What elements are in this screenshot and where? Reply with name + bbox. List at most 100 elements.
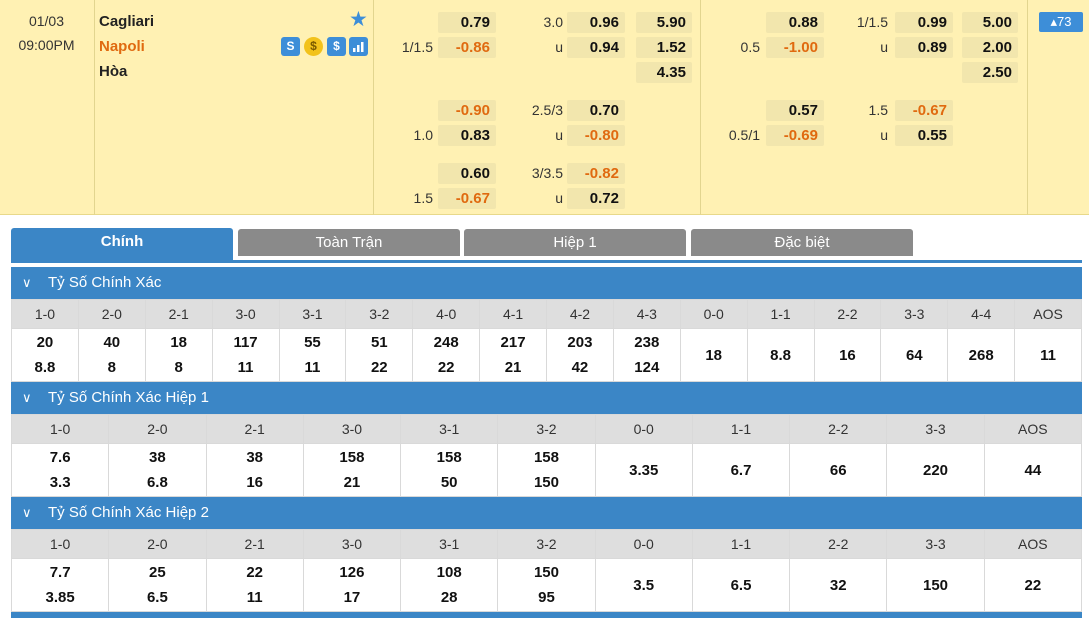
odd-cell[interactable]: 0.79 [438, 12, 496, 33]
divider [373, 0, 374, 215]
odd-cell[interactable]: 217 21 [479, 328, 547, 382]
odd-cell[interactable]: 0.70 [567, 100, 625, 121]
odd-cell[interactable]: 5.00 [962, 12, 1018, 33]
score-header: 3-2 [497, 414, 596, 444]
odd-cell[interactable]: 32 [789, 558, 888, 612]
odd-cell[interactable]: 0.55 [895, 125, 953, 146]
odd-cell[interactable]: -0.80 [567, 125, 625, 146]
odd-cell[interactable]: 268 [947, 328, 1016, 382]
odd-cell[interactable]: 117 11 [211, 328, 280, 382]
odd-value: 7.7 [49, 564, 71, 581]
odd-value: 22 [370, 359, 388, 376]
odd-cell[interactable]: 11 [1014, 328, 1082, 382]
odd-cell[interactable]: 2.00 [962, 37, 1018, 58]
odd-cell[interactable]: 51 22 [345, 328, 414, 382]
stats-s-icon[interactable]: S [281, 37, 300, 56]
odd-cell[interactable]: 0.88 [766, 12, 824, 33]
odd-cell[interactable]: 238 124 [612, 328, 681, 382]
odd-cell[interactable]: -0.67 [895, 100, 953, 121]
odd-cell[interactable]: 7.7 3.85 [10, 558, 110, 612]
odd-cell[interactable]: 126 17 [302, 558, 402, 612]
odd-cell[interactable]: 44 [983, 443, 1083, 497]
odd-cell[interactable]: 6.5 [691, 558, 791, 612]
odd-cell[interactable]: 158 50 [400, 443, 499, 497]
odd-cell[interactable]: -0.86 [438, 37, 496, 58]
score-header: 2-2 [813, 299, 882, 329]
odd-cell[interactable]: 38 6.8 [108, 443, 207, 497]
odd-cell[interactable]: 0.57 [766, 100, 824, 121]
score-header: 3-3 [880, 299, 949, 329]
section-title: Tỷ Số Chính Xác Hiệp 1 [48, 389, 209, 406]
more-markets-button[interactable]: ▴73 [1039, 12, 1083, 32]
odd-cell[interactable]: 108 28 [400, 558, 499, 612]
odd-value: 21 [343, 474, 361, 491]
match-time: 09:00PM [18, 37, 75, 53]
odd-cell[interactable]: 1.52 [636, 37, 692, 58]
bar-chart-icon[interactable] [349, 37, 368, 56]
home-team[interactable]: Cagliari [99, 13, 155, 30]
section-header[interactable]: ∨ Tỷ Số Chính Xác Hiệp 1 [11, 382, 1082, 414]
odd-cell[interactable]: 158 150 [497, 443, 596, 497]
odd-cell[interactable]: 220 [886, 443, 985, 497]
tab-hiep-1[interactable]: Hiệp 1 [464, 229, 686, 256]
tab-chinh[interactable]: Chính [11, 228, 233, 262]
score-header: 3-2 [497, 529, 596, 559]
odd-cell[interactable]: 150 95 [497, 558, 596, 612]
odd-cell[interactable]: 38 16 [205, 443, 304, 497]
odd-cell[interactable]: 158 21 [302, 443, 402, 497]
odd-cell[interactable]: -0.67 [438, 188, 496, 209]
odd-cell[interactable]: 64 [880, 328, 949, 382]
odd-cell[interactable]: 2.50 [962, 62, 1018, 83]
handicap-line: 1.5 [413, 190, 433, 206]
odd-cell[interactable]: 7.6 3.3 [10, 443, 110, 497]
odd-value: 8 [174, 359, 183, 376]
odd-cell[interactable]: 4.35 [636, 62, 692, 83]
odd-cell[interactable]: 40 8 [77, 328, 146, 382]
odd-cell[interactable]: -0.82 [567, 163, 625, 184]
odd-cell[interactable]: 5.90 [636, 12, 692, 33]
odd-cell[interactable]: -0.90 [438, 100, 496, 121]
away-team[interactable]: Napoli [99, 38, 145, 55]
odd-cell[interactable]: 248 22 [412, 328, 481, 382]
section-header[interactable]: ∨ Tỷ Số Chính Xác [11, 267, 1082, 299]
section-title: Tỷ Số Chính Xác Hiệp 2 [48, 504, 209, 521]
odd-cell[interactable]: 18 8 [144, 328, 213, 382]
odd-cell[interactable]: 22 [983, 558, 1083, 612]
odd-value: 7.6 [49, 449, 71, 466]
odd-cell[interactable]: 0.96 [567, 12, 625, 33]
odd-cell[interactable]: 0.72 [567, 188, 625, 209]
odd-cell[interactable]: 6.7 [691, 443, 791, 497]
favorite-star-icon[interactable]: ★ [349, 8, 368, 31]
table-header-row: 1-0 2-0 2-1 3-0 3-1 3-2 0-0 1-1 2-2 3-3 AOS [10, 529, 1083, 559]
odd-cell[interactable]: 203 42 [546, 328, 614, 382]
section-header[interactable]: ∨ Tỷ Số Chính Xác Hiệp 2 [11, 497, 1082, 529]
score-header: 2-2 [789, 414, 888, 444]
coin-icon[interactable]: $ [304, 37, 323, 56]
tab-toan-tran[interactable]: Toàn Trận [238, 229, 460, 256]
under-label: u [555, 39, 563, 55]
odd-cell[interactable]: 0.94 [567, 37, 625, 58]
odd-cell[interactable]: 20 8.8 [11, 328, 79, 382]
odd-cell[interactable]: 0.99 [895, 12, 953, 33]
odd-cell[interactable]: 22 11 [205, 558, 304, 612]
score-header: 2-2 [789, 529, 888, 559]
handicap-line: 1/1.5 [401, 39, 433, 55]
tab-dac-biet[interactable]: Đặc biệt [691, 229, 913, 256]
odd-cell[interactable]: 150 [886, 558, 985, 612]
odd-cell[interactable]: 25 6.5 [108, 558, 207, 612]
odd-cell[interactable]: 0.89 [895, 37, 953, 58]
dollar-icon[interactable]: $ [327, 37, 346, 56]
odd-cell[interactable]: 3.5 [594, 558, 693, 612]
odd-cell[interactable]: -1.00 [766, 37, 824, 58]
odd-cell[interactable]: 0.83 [438, 125, 496, 146]
odd-cell[interactable]: 55 11 [278, 328, 347, 382]
odd-value: 6.5 [146, 589, 168, 606]
odd-cell[interactable]: 3.35 [594, 443, 693, 497]
odd-cell[interactable]: 0.60 [438, 163, 496, 184]
odd-cell[interactable]: 18 [679, 328, 748, 382]
odd-cell[interactable]: 66 [789, 443, 888, 497]
odd-cell[interactable]: 8.8 [746, 328, 815, 382]
odd-cell[interactable]: -0.69 [766, 125, 824, 146]
score-header: 3-3 [886, 414, 985, 444]
odd-cell[interactable]: 16 [813, 328, 882, 382]
